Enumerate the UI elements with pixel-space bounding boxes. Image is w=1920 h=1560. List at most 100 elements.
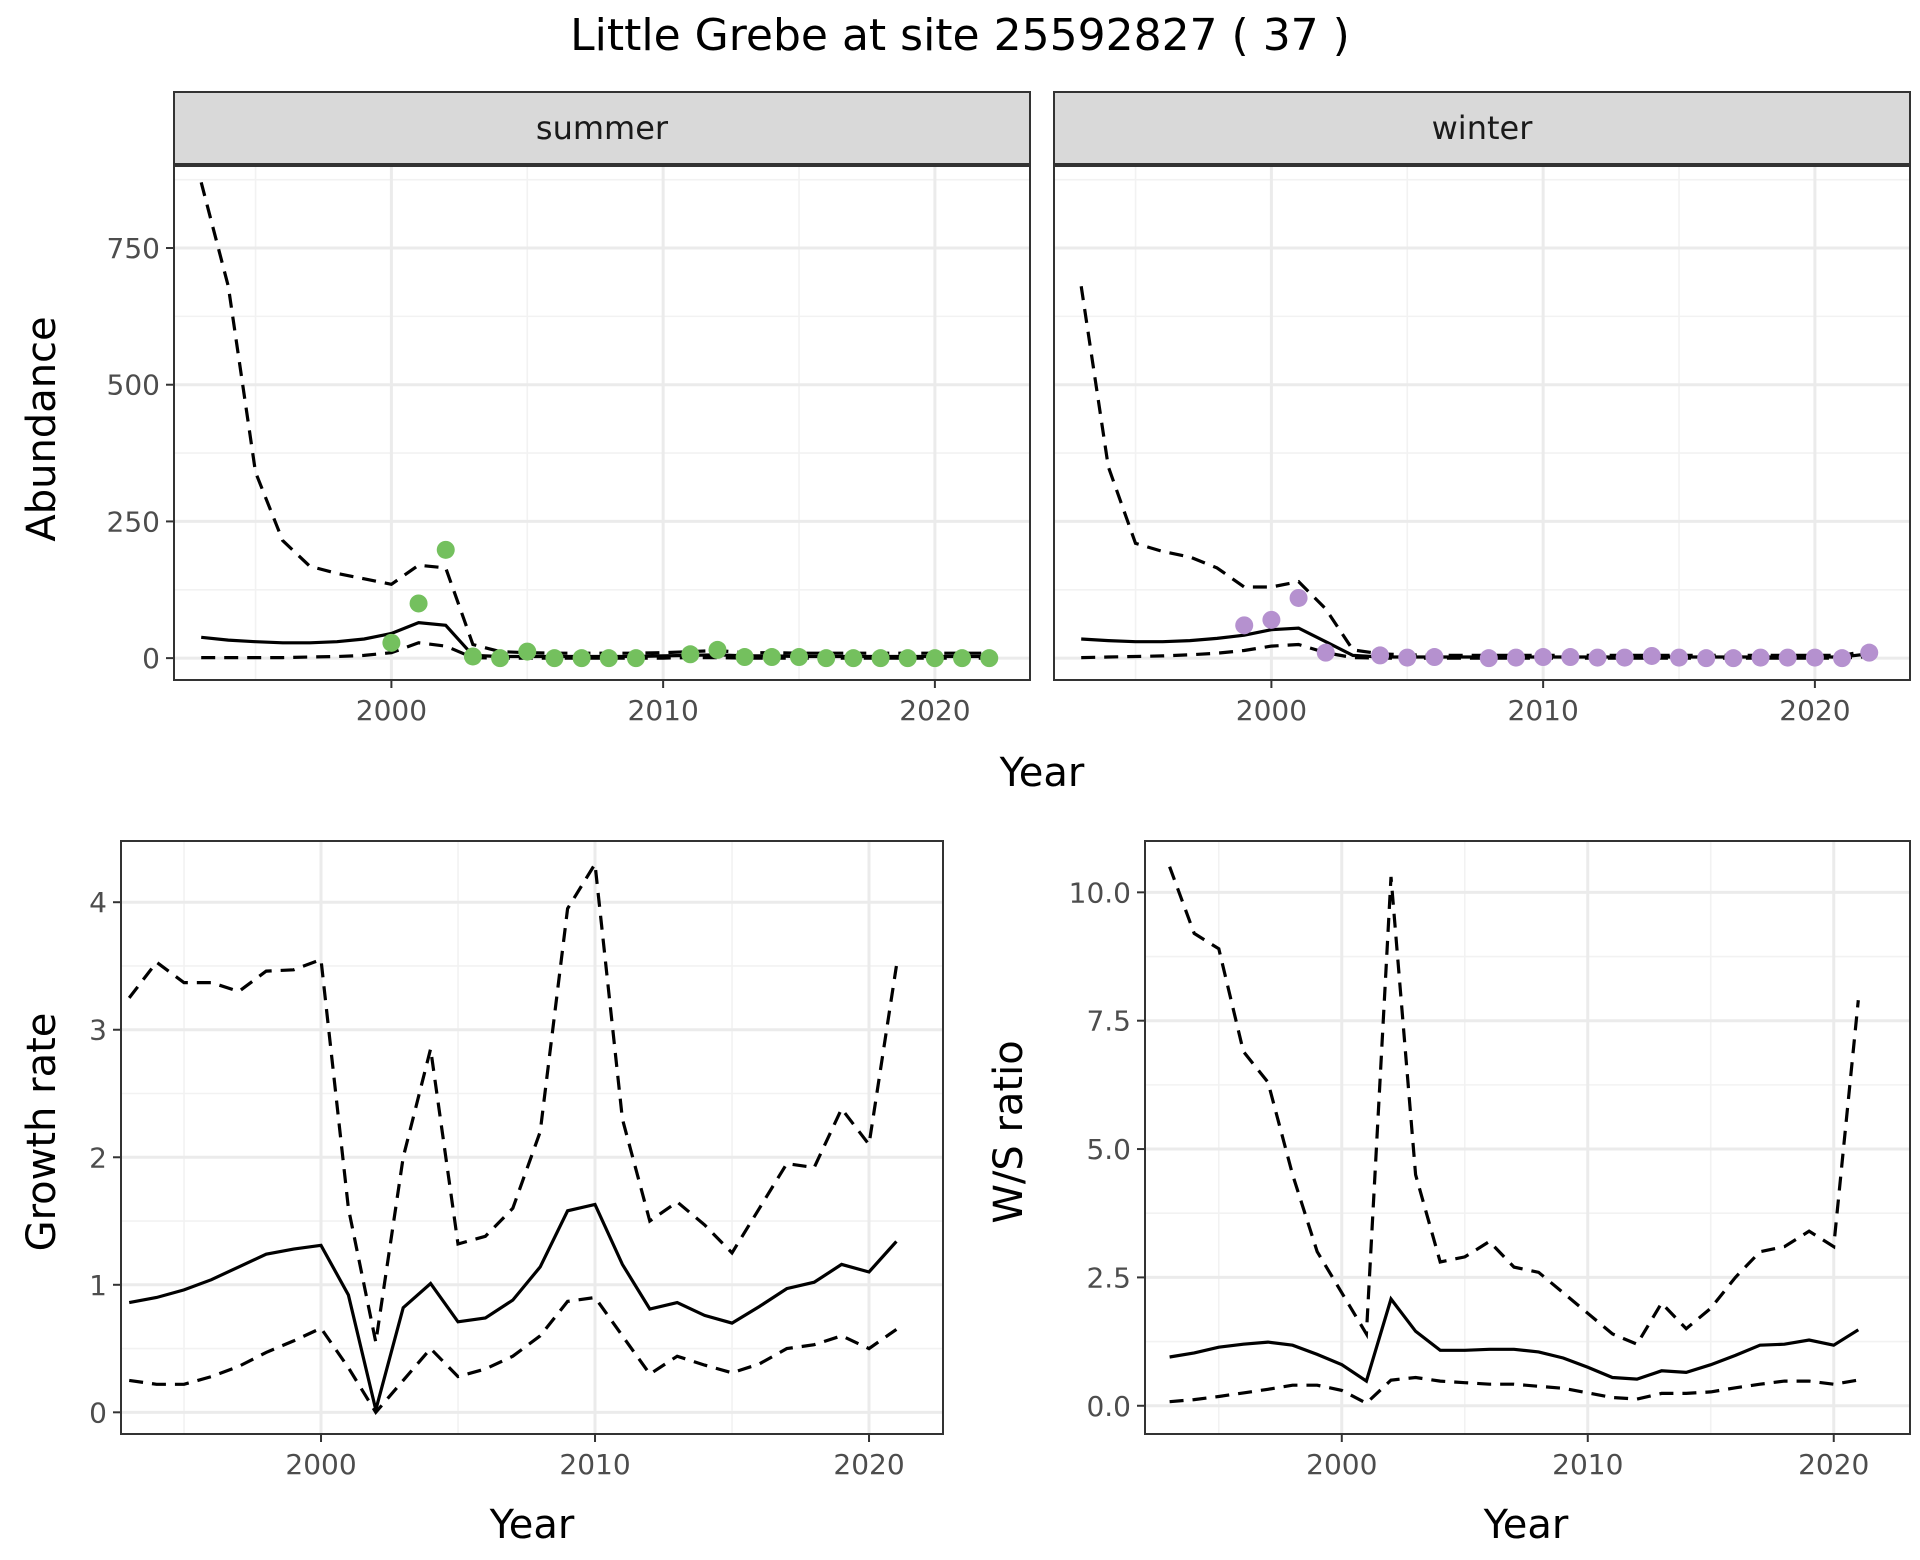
winter-data-point bbox=[1588, 648, 1607, 667]
winter-data-point bbox=[1670, 648, 1689, 667]
winter-data-point bbox=[1833, 649, 1852, 668]
summer-y-tick-label: 750 bbox=[107, 232, 160, 265]
summer-upper-ci-line bbox=[199, 181, 990, 655]
summer-data-point bbox=[708, 640, 727, 659]
summer-estimate-line bbox=[201, 620, 990, 659]
ws-ratio-y-tick-label: 10.0 bbox=[1069, 876, 1131, 909]
summer-data-point bbox=[925, 649, 944, 668]
abundance-y-axis-title: Abundance bbox=[19, 316, 65, 541]
growth-rate-panel-border bbox=[120, 840, 944, 1435]
ws-ratio-upper-ci-line bbox=[1168, 866, 1860, 1347]
growth-rate-y-axis-title: Growth rate bbox=[19, 1013, 65, 1252]
summer-strip bbox=[173, 91, 1031, 165]
winter-data-point bbox=[1805, 648, 1824, 667]
summer-data-point bbox=[817, 649, 836, 668]
winter-strip-label: winter bbox=[1432, 109, 1534, 147]
summer-data-point bbox=[762, 648, 781, 667]
summer-y-tick-label: 0 bbox=[142, 642, 160, 675]
summer-data-point bbox=[790, 648, 809, 667]
winter-data-point bbox=[1425, 648, 1444, 667]
chart-title: Little Grebe at site 25592827 ( 37 ) bbox=[570, 10, 1350, 61]
winter-data-point bbox=[1642, 646, 1661, 665]
winter-strip bbox=[1053, 91, 1911, 165]
growth-rate-upper-ci-line bbox=[127, 859, 898, 1343]
winter-panel-border bbox=[1053, 165, 1911, 681]
winter-data-point bbox=[1371, 646, 1390, 665]
winter-data-point bbox=[1506, 648, 1525, 667]
growth-rate-y-tick-label: 0 bbox=[89, 1396, 107, 1429]
winter-abundance-panel: winter 2000 2010 2020 bbox=[1053, 91, 1911, 727]
winter-x-tick-label: 2020 bbox=[1779, 694, 1850, 727]
winter-x-tick-label: 2010 bbox=[1508, 694, 1579, 727]
winter-lower-ci-line bbox=[1081, 642, 1870, 660]
winter-data-point bbox=[1751, 648, 1770, 667]
ws-ratio-y-tick-label: 2.5 bbox=[1086, 1261, 1131, 1294]
summer-data-point bbox=[898, 649, 917, 668]
summer-strip-label: summer bbox=[536, 109, 669, 147]
summer-data-point bbox=[382, 633, 401, 652]
growth-rate-lower-ci-line bbox=[128, 1295, 898, 1416]
summer-data-point bbox=[953, 649, 972, 668]
summer-data-point bbox=[545, 649, 564, 668]
growth-rate-x-axis-title: Year bbox=[489, 1502, 575, 1548]
summer-x-tick-label: 2000 bbox=[356, 694, 427, 727]
ws-ratio-y-tick-label: 0.0 bbox=[1086, 1390, 1131, 1423]
ws-ratio-lower-ci-line bbox=[1169, 1375, 1859, 1406]
summer-x-tick-label: 2020 bbox=[899, 694, 970, 727]
winter-data-point bbox=[1561, 648, 1580, 667]
growth-rate-x-tick-label: 2020 bbox=[833, 1448, 904, 1481]
growth-rate-panel: 2000 2010 2020 0 1 2 3 4 bbox=[89, 840, 944, 1481]
winter-data-point bbox=[1724, 649, 1743, 668]
growth-rate-x-tick-label: 2010 bbox=[559, 1448, 630, 1481]
growth-rate-estimate-line bbox=[128, 1202, 898, 1411]
ws-ratio-y-tick-label: 5.0 bbox=[1086, 1133, 1131, 1166]
summer-lower-ci-line bbox=[201, 641, 990, 660]
winter-data-point bbox=[1697, 649, 1716, 668]
summer-data-point bbox=[436, 540, 455, 559]
winter-data-point bbox=[1398, 648, 1417, 667]
winter-data-point bbox=[1860, 643, 1879, 662]
summer-panel-border bbox=[173, 165, 1031, 681]
summer-y-tick-label: 500 bbox=[107, 369, 160, 402]
winter-upper-ci-line bbox=[1079, 286, 1870, 658]
summer-y-tick-label: 250 bbox=[107, 505, 160, 538]
winter-data-point bbox=[1289, 588, 1308, 607]
ws-ratio-x-tick-label: 2020 bbox=[1798, 1448, 1869, 1481]
growth-rate-y-tick-label: 2 bbox=[89, 1141, 107, 1174]
ws-ratio-x-tick-label: 2000 bbox=[1306, 1448, 1377, 1481]
summer-data-point bbox=[518, 642, 537, 661]
ws-ratio-panel: 2000 2010 2020 0.0 2.5 5.0 7.5 10.0 bbox=[1069, 840, 1911, 1481]
ws-ratio-panel-border bbox=[1144, 840, 1911, 1435]
growth-rate-y-tick-label: 3 bbox=[89, 1014, 107, 1047]
winter-data-point bbox=[1479, 649, 1498, 668]
abundance-x-axis-title: Year bbox=[999, 750, 1085, 796]
ws-ratio-estimate-line bbox=[1169, 1295, 1860, 1384]
growth-rate-y-tick-label: 4 bbox=[89, 886, 107, 919]
summer-data-point bbox=[681, 645, 700, 664]
summer-data-point bbox=[572, 649, 591, 668]
winter-data-point bbox=[1615, 648, 1634, 667]
winter-x-tick-label: 2000 bbox=[1236, 694, 1307, 727]
ws-ratio-y-tick-label: 7.5 bbox=[1086, 1005, 1131, 1038]
winter-data-point bbox=[1534, 648, 1553, 667]
winter-data-point bbox=[1778, 648, 1797, 667]
summer-abundance-panel: summer 2000 2010 2020 0 250 500 750 bbox=[107, 91, 1031, 727]
ws-ratio-x-axis-title: Year bbox=[1483, 1502, 1569, 1548]
winter-data-point bbox=[1316, 643, 1335, 662]
summer-data-point bbox=[871, 649, 890, 668]
summer-data-point bbox=[491, 649, 510, 668]
growth-rate-x-tick-label: 2000 bbox=[285, 1448, 356, 1481]
ws-ratio-x-tick-label: 2010 bbox=[1552, 1448, 1623, 1481]
summer-data-point bbox=[409, 594, 428, 613]
summer-data-point bbox=[599, 649, 618, 668]
winter-data-point bbox=[1262, 610, 1281, 629]
ws-ratio-y-axis-title: W/S ratio bbox=[986, 1040, 1032, 1223]
summer-data-point bbox=[980, 649, 999, 668]
growth-rate-y-tick-label: 1 bbox=[89, 1269, 107, 1302]
summer-data-point bbox=[844, 649, 863, 668]
winter-data-point bbox=[1235, 616, 1254, 635]
summer-x-tick-label: 2010 bbox=[628, 694, 699, 727]
summer-data-point bbox=[626, 649, 645, 668]
summer-data-point bbox=[463, 647, 482, 666]
